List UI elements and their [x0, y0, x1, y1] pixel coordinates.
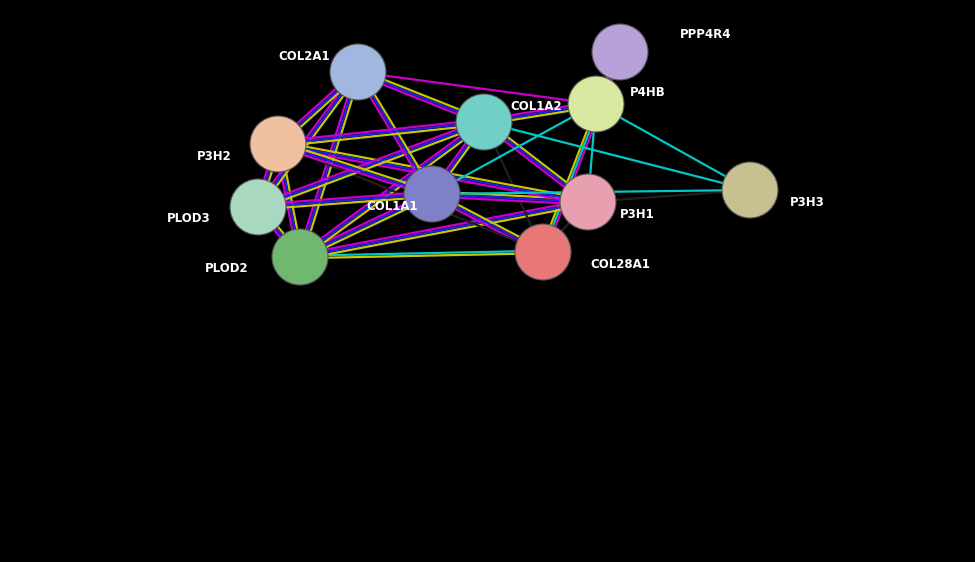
- Circle shape: [230, 179, 286, 235]
- Circle shape: [456, 94, 512, 150]
- Circle shape: [560, 174, 616, 230]
- Text: P3H3: P3H3: [790, 196, 825, 209]
- Text: PLOD2: PLOD2: [205, 262, 248, 275]
- Circle shape: [592, 24, 648, 80]
- Circle shape: [330, 44, 386, 100]
- Text: P3H1: P3H1: [620, 207, 655, 220]
- Text: COL1A2: COL1A2: [510, 99, 562, 112]
- Circle shape: [250, 116, 306, 172]
- Text: P3H2: P3H2: [197, 151, 232, 164]
- Text: PLOD3: PLOD3: [167, 212, 210, 225]
- Text: PPP4R4: PPP4R4: [680, 28, 731, 40]
- Text: COL1A1: COL1A1: [367, 200, 418, 212]
- Text: COL28A1: COL28A1: [590, 257, 650, 270]
- Text: P4HB: P4HB: [630, 85, 666, 98]
- Circle shape: [404, 166, 460, 222]
- Text: COL2A1: COL2A1: [279, 49, 330, 62]
- Circle shape: [515, 224, 571, 280]
- Circle shape: [568, 76, 624, 132]
- Circle shape: [272, 229, 328, 285]
- Circle shape: [722, 162, 778, 218]
